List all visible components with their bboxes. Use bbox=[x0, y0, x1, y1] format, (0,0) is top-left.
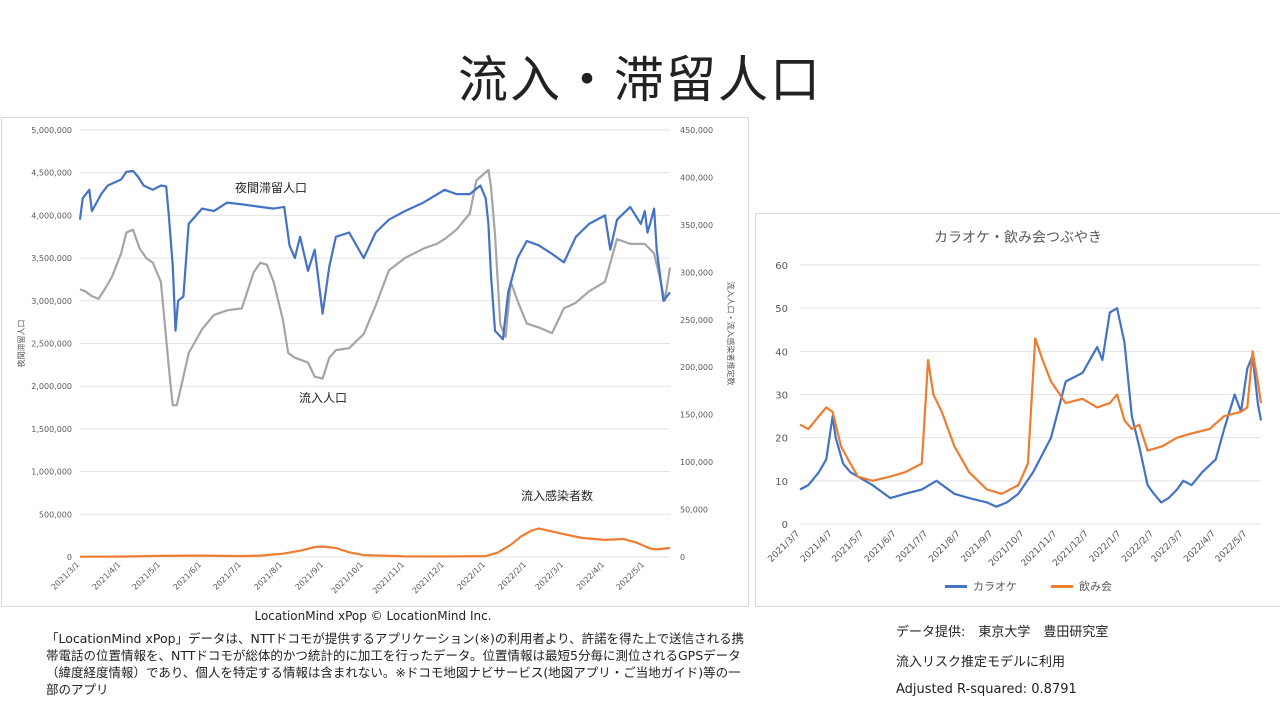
right-y-tick-label: 300,000 bbox=[680, 268, 713, 277]
tweets-legend: カラオケ 飲み会 bbox=[945, 578, 1112, 594]
left-y-tick-label: 1,500,000 bbox=[31, 425, 72, 434]
right-y-tick-label: 50,000 bbox=[680, 506, 708, 515]
legend-swatch-karaoke bbox=[945, 584, 967, 588]
right-y-tick-label: 250,000 bbox=[680, 316, 713, 325]
page-title: 流入・滞留人口 bbox=[458, 51, 822, 109]
tweets-chart-title: カラオケ・飲み会つぶやき bbox=[934, 230, 1102, 246]
tweets-y-tick-label: 40 bbox=[775, 347, 788, 358]
left-y-tick-label: 0 bbox=[67, 553, 72, 562]
tweets-x-tick-label: 2022/1/7 bbox=[1088, 529, 1124, 565]
x-tick-label: 2021/3/1 bbox=[50, 560, 82, 592]
data-credit: LocationMind xPop © LocationMind Inc. bbox=[254, 609, 492, 623]
right-axis-title: 流入人口・流入感染者推定数 bbox=[726, 282, 736, 386]
left-y-tick-label: 500,000 bbox=[39, 510, 72, 519]
left-y-tick-label: 1,000,000 bbox=[31, 468, 72, 477]
x-tick-label: 2022/3/1 bbox=[534, 560, 566, 592]
series-line-nomikai bbox=[799, 337, 1263, 495]
population-chart: 0 500,000 1,000,000 1,500,000 2,000,000 2,500… bbox=[16, 126, 736, 595]
right-y-tick-label: 400,000 bbox=[680, 173, 713, 182]
right-y-tick-label: 150,000 bbox=[680, 411, 713, 420]
x-tick-label: 2022/5/1 bbox=[614, 560, 646, 592]
annotation-inflow-population: 流入人口 bbox=[299, 391, 347, 405]
tweets-y-tick-label: 0 bbox=[782, 520, 788, 531]
left-axis-title: 夜間滞留人口 bbox=[16, 320, 26, 368]
x-tick-label: 2022/1/1 bbox=[455, 560, 487, 592]
right-y-tick-label: 200,000 bbox=[680, 363, 713, 372]
x-tick-label: 2021/12/1 bbox=[411, 560, 446, 595]
tweets-y-tick-label: 10 bbox=[775, 477, 788, 488]
series-line-karaoke bbox=[799, 307, 1263, 508]
x-tick-label: 2022/4/1 bbox=[575, 560, 607, 592]
left-y-tick-label: 4,500,000 bbox=[31, 169, 72, 178]
tweets-x-tick-label: 2021/4/7 bbox=[799, 529, 835, 565]
x-tick-label: 2021/10/1 bbox=[330, 560, 365, 595]
x-tick-label: 2021/7/1 bbox=[211, 560, 243, 592]
tweets-x-tick-label: 2021/5/7 bbox=[831, 529, 867, 565]
right-y-tick-label: 100,000 bbox=[680, 458, 713, 467]
tweets-x-tick-label: 2022/4/7 bbox=[1182, 529, 1218, 565]
tweets-y-tick-label: 60 bbox=[775, 261, 788, 272]
tweets-y-tick-label: 50 bbox=[775, 304, 788, 315]
x-tick-label: 2021/5/1 bbox=[131, 560, 163, 592]
tweets-x-tick-label: 2021/7/7 bbox=[895, 529, 931, 565]
right-y-tick-label: 0 bbox=[680, 553, 685, 562]
legend-item-nomikai: 飲み会 bbox=[1051, 578, 1112, 594]
tweets-y-tick-label: 20 bbox=[775, 434, 788, 445]
left-y-tick-label: 3,000,000 bbox=[31, 297, 72, 306]
usage-note: 流入リスク推定モデルに利用 bbox=[896, 655, 1066, 670]
left-y-tick-label: 3,500,000 bbox=[31, 254, 72, 263]
x-tick-label: 2021/11/1 bbox=[371, 560, 406, 595]
annotation-inflow-infected: 流入感染者数 bbox=[521, 488, 593, 503]
annotation-night-population: 夜間滞留人口 bbox=[235, 180, 307, 195]
tweets-x-tick-label: 2021/3/7 bbox=[766, 529, 802, 565]
x-tick-label: 2022/2/1 bbox=[496, 560, 528, 592]
left-y-tick-label: 4,000,000 bbox=[31, 211, 72, 220]
r-squared-note: Adjusted R-squared: 0.8791 bbox=[896, 682, 1077, 697]
tweets-x-tick-label: 2022/3/7 bbox=[1150, 529, 1186, 565]
left-y-tick-label: 2,500,000 bbox=[31, 340, 72, 349]
tweets-x-tick-label: 2021/6/7 bbox=[863, 529, 899, 565]
x-tick-label: 2021/9/1 bbox=[294, 560, 326, 592]
x-tick-label: 2021/8/1 bbox=[252, 560, 284, 592]
tweets-x-tick-label: 2022/5/7 bbox=[1214, 529, 1250, 565]
series-line-inflow-infected bbox=[79, 527, 671, 558]
right-y-tick-label: 450,000 bbox=[680, 126, 713, 135]
legend-label-karaoke: カラオケ bbox=[973, 580, 1017, 593]
tweets-chart: カラオケ・飲み会つぶやき 0 10 20 30 40 50 60 2021/3/72021/4/… bbox=[766, 230, 1263, 569]
legend-label-nomikai: 飲み会 bbox=[1079, 580, 1112, 593]
tweets-y-tick-label: 30 bbox=[775, 391, 788, 402]
x-tick-label: 2021/6/1 bbox=[172, 560, 204, 592]
legend-item-karaoke: カラオケ bbox=[945, 578, 1017, 594]
data-source-note: データ提供: 東京大学 豊田研究室 bbox=[896, 625, 1109, 640]
right-y-tick-label: 350,000 bbox=[680, 221, 713, 230]
tweets-chart-panel: カラオケ・飲み会つぶやき 0 10 20 30 40 50 60 2021/3/7 2021/4/… bbox=[755, 213, 1280, 607]
x-tick-label: 2021/4/1 bbox=[91, 560, 123, 592]
series-line-inflow-population bbox=[79, 168, 672, 407]
data-description: 「LocationMind xPop」データは、NTTドコモが提供するアプリケー… bbox=[46, 631, 745, 697]
legend-swatch-nomikai bbox=[1051, 584, 1073, 588]
tweets-x-tick-label: 2021/8/7 bbox=[927, 529, 963, 565]
left-y-tick-label: 2,000,000 bbox=[31, 382, 72, 391]
left-y-tick-label: 5,000,000 bbox=[31, 126, 72, 135]
population-chart-panel: 0 500,000 1,000,000 1,500,000 2,000,000 2,500… bbox=[1, 117, 749, 607]
series-line-night-population bbox=[78, 169, 671, 341]
